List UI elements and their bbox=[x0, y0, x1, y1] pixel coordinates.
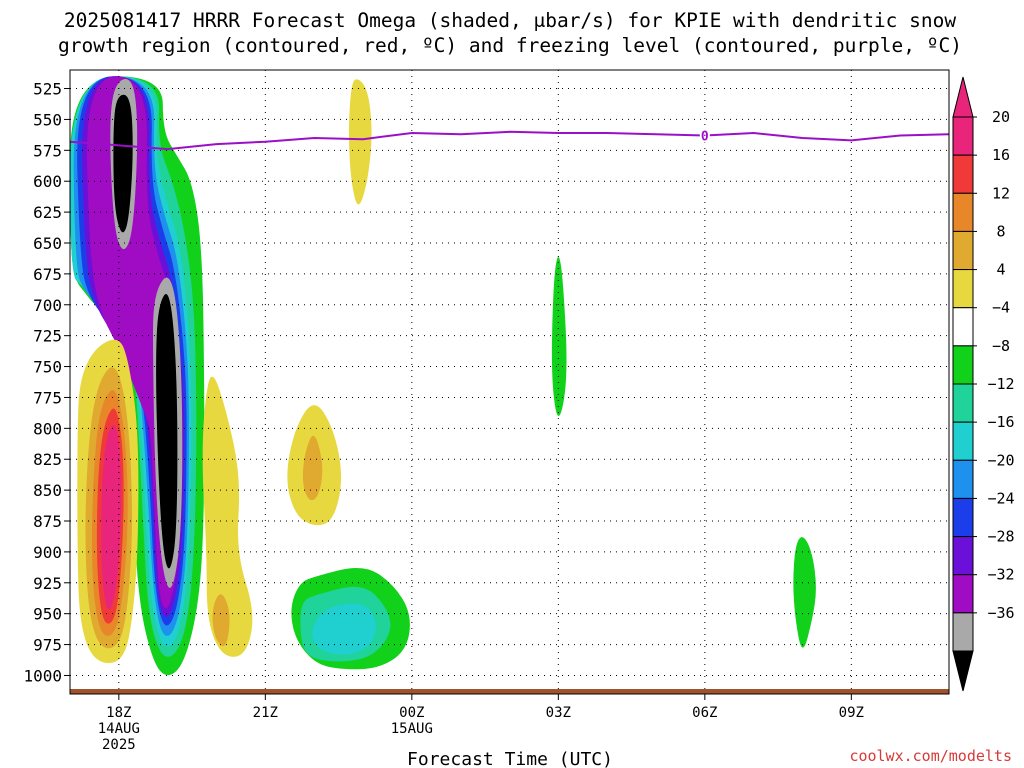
colorbar-label: −8 bbox=[992, 337, 1010, 355]
x-tick-label: 21Z bbox=[253, 705, 278, 721]
colorbar-label: −4 bbox=[992, 299, 1010, 317]
colorbar-label: −20 bbox=[987, 451, 1014, 469]
x-tick-label: 06Z bbox=[692, 705, 717, 721]
colorbar-bottom-arrow bbox=[952, 650, 974, 692]
freezing-label-bg bbox=[699, 127, 710, 143]
chart-title-line-2: growth region (contoured, red, ºC) and f… bbox=[58, 34, 962, 57]
colorbar-label: 20 bbox=[992, 108, 1010, 126]
colorbar-label: −36 bbox=[987, 604, 1014, 622]
plot-frame bbox=[69, 69, 950, 695]
omega-cell-yellow-2000 bbox=[202, 376, 253, 657]
y-tick-label: 775 bbox=[33, 388, 62, 407]
omega-cell-cyan-2230 bbox=[312, 603, 376, 655]
x-tick-date-label: 2025 bbox=[102, 737, 136, 753]
omega-cell-orange-2200 bbox=[302, 435, 323, 501]
y-tick-label: 800 bbox=[33, 419, 62, 438]
y-tick-label: 650 bbox=[33, 234, 62, 253]
colorbar-label: 8 bbox=[996, 222, 1005, 240]
chart-title-line-1: 2025081417 HRRR Forecast Omega (shaded, … bbox=[64, 9, 956, 32]
colorbar-swatch bbox=[952, 230, 974, 271]
y-tick-label: 975 bbox=[33, 636, 62, 655]
y-tick-label: 700 bbox=[33, 296, 62, 315]
colorbar-swatch bbox=[952, 497, 974, 538]
x-axis-label: Forecast Time (UTC) bbox=[407, 749, 613, 768]
colorbar-label: 12 bbox=[992, 184, 1010, 202]
omega-shading bbox=[70, 76, 816, 676]
colorbar-label: −12 bbox=[987, 375, 1014, 393]
colorbar-swatch bbox=[952, 307, 974, 347]
ground-strip bbox=[70, 689, 949, 694]
x-tick-label: 00Z bbox=[399, 705, 424, 721]
colorbar-swatch bbox=[952, 116, 974, 156]
y-tick-label: 725 bbox=[33, 327, 62, 346]
y-tick-label: 850 bbox=[33, 481, 62, 500]
colorbar-swatch bbox=[952, 383, 974, 423]
colorbar-swatch bbox=[952, 574, 974, 614]
freezing-level-line bbox=[70, 130, 949, 151]
colorbar-swatch bbox=[952, 421, 974, 461]
colorbar-label: 4 bbox=[996, 261, 1005, 279]
omega-cell-yellow-top bbox=[348, 79, 372, 205]
colorbar-label: 16 bbox=[992, 146, 1010, 164]
colorbar-swatch bbox=[952, 269, 974, 309]
colorbar-label: −32 bbox=[987, 566, 1014, 584]
omega-cell-upward-black-lower bbox=[156, 293, 178, 569]
y-tick-label: 625 bbox=[33, 203, 62, 222]
y-tick-label: 950 bbox=[33, 605, 62, 624]
x-tick-label: 03Z bbox=[546, 705, 571, 721]
dotted-gridlines bbox=[70, 70, 949, 694]
y-tick-label: 525 bbox=[33, 80, 62, 99]
omega-cell-green-0800 bbox=[793, 537, 816, 648]
colorbar-label: −28 bbox=[987, 528, 1014, 546]
colorbar-swatch bbox=[952, 154, 974, 194]
y-tick-label: 575 bbox=[33, 141, 62, 160]
colorbar-swatch bbox=[952, 459, 974, 499]
credit-text: coolwx.com/modelts bbox=[849, 747, 1012, 765]
y-tick-label: 550 bbox=[33, 110, 62, 129]
y-tick-label: 1000 bbox=[23, 666, 62, 685]
colorbar-label: −16 bbox=[987, 413, 1014, 431]
omega-cell-green-0300 bbox=[551, 256, 567, 416]
omega-cell-upward-black bbox=[113, 94, 133, 233]
colorbar: 20 16 12 8 4 −4 −8 −12 −16 −20 −24 −28 −32 −36 bbox=[952, 76, 1015, 692]
x-tick-date-label: 15AUG bbox=[391, 721, 433, 737]
y-tick-label: 750 bbox=[33, 358, 62, 377]
colorbar-label: −24 bbox=[987, 489, 1014, 507]
colorbar-swatch bbox=[952, 345, 974, 385]
colorbar-swatch bbox=[952, 612, 974, 652]
y-axis-ticks: 525 550 575 600 625 650 675 700 725 750 775 800 825 8… bbox=[23, 80, 70, 685]
y-tick-label: 900 bbox=[33, 543, 62, 562]
freezing-level-contour: 0 bbox=[70, 127, 949, 151]
y-tick-label: 675 bbox=[33, 265, 62, 284]
freezing-level-label: 0 bbox=[701, 129, 709, 144]
colorbar-swatch bbox=[952, 192, 974, 232]
colorbar-swatch bbox=[952, 536, 974, 576]
x-tick-date-label: 14AUG bbox=[98, 721, 140, 737]
x-tick-label: 09Z bbox=[839, 705, 864, 721]
omega-cell-magenta-1800 bbox=[101, 424, 122, 610]
y-tick-label: 600 bbox=[33, 172, 62, 191]
x-tick-label: 18Z bbox=[106, 705, 131, 721]
y-tick-label: 875 bbox=[33, 512, 62, 531]
colorbar-top-arrow bbox=[952, 76, 974, 118]
y-tick-label: 825 bbox=[33, 450, 62, 469]
omega-cell-orange-2000 bbox=[212, 594, 230, 647]
y-tick-label: 925 bbox=[33, 574, 62, 593]
